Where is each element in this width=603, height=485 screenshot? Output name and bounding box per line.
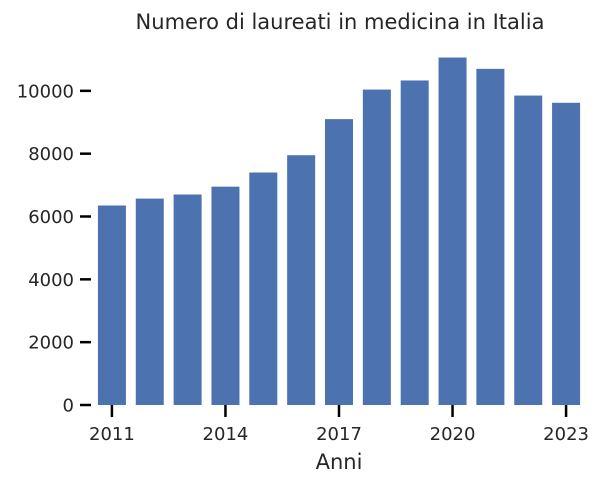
bar-2013 xyxy=(173,194,202,405)
y-tick-label-2000: 2000 xyxy=(28,333,74,354)
bar-2020 xyxy=(438,57,467,405)
bar-2011 xyxy=(97,205,126,405)
bar-2023 xyxy=(552,102,581,405)
bar-2022 xyxy=(514,95,543,406)
x-tick-label-2020: 2020 xyxy=(430,424,476,445)
bar-2016 xyxy=(287,155,316,405)
x-axis: 2011 2014 2017 2020 2023 xyxy=(89,405,589,445)
bar-2012 xyxy=(135,198,164,405)
x-tick-label-2017: 2017 xyxy=(316,424,362,445)
bar-2019 xyxy=(400,80,429,405)
bar-2021 xyxy=(476,68,505,405)
y-tick-label-10000: 10000 xyxy=(17,81,74,102)
y-tick-label-8000: 8000 xyxy=(28,144,74,165)
bar-2015 xyxy=(249,172,278,405)
bar-2014 xyxy=(211,186,240,405)
y-tick-label-6000: 6000 xyxy=(28,207,74,228)
y-axis: 0 2000 4000 6000 8000 10000 xyxy=(17,81,91,417)
bars-layer xyxy=(97,57,581,406)
y-tick-label-4000: 4000 xyxy=(28,270,74,291)
x-tick-label-2014: 2014 xyxy=(203,424,249,445)
x-tick-label-2011: 2011 xyxy=(89,424,135,445)
y-tick-label-0: 0 xyxy=(63,396,74,417)
x-axis-label: Anni xyxy=(316,450,363,474)
x-tick-label-2023: 2023 xyxy=(543,424,589,445)
bar-2018 xyxy=(362,89,391,405)
chart-title: Numero di laureati in medicina in Italia xyxy=(136,10,545,34)
bar-2017 xyxy=(325,119,354,406)
